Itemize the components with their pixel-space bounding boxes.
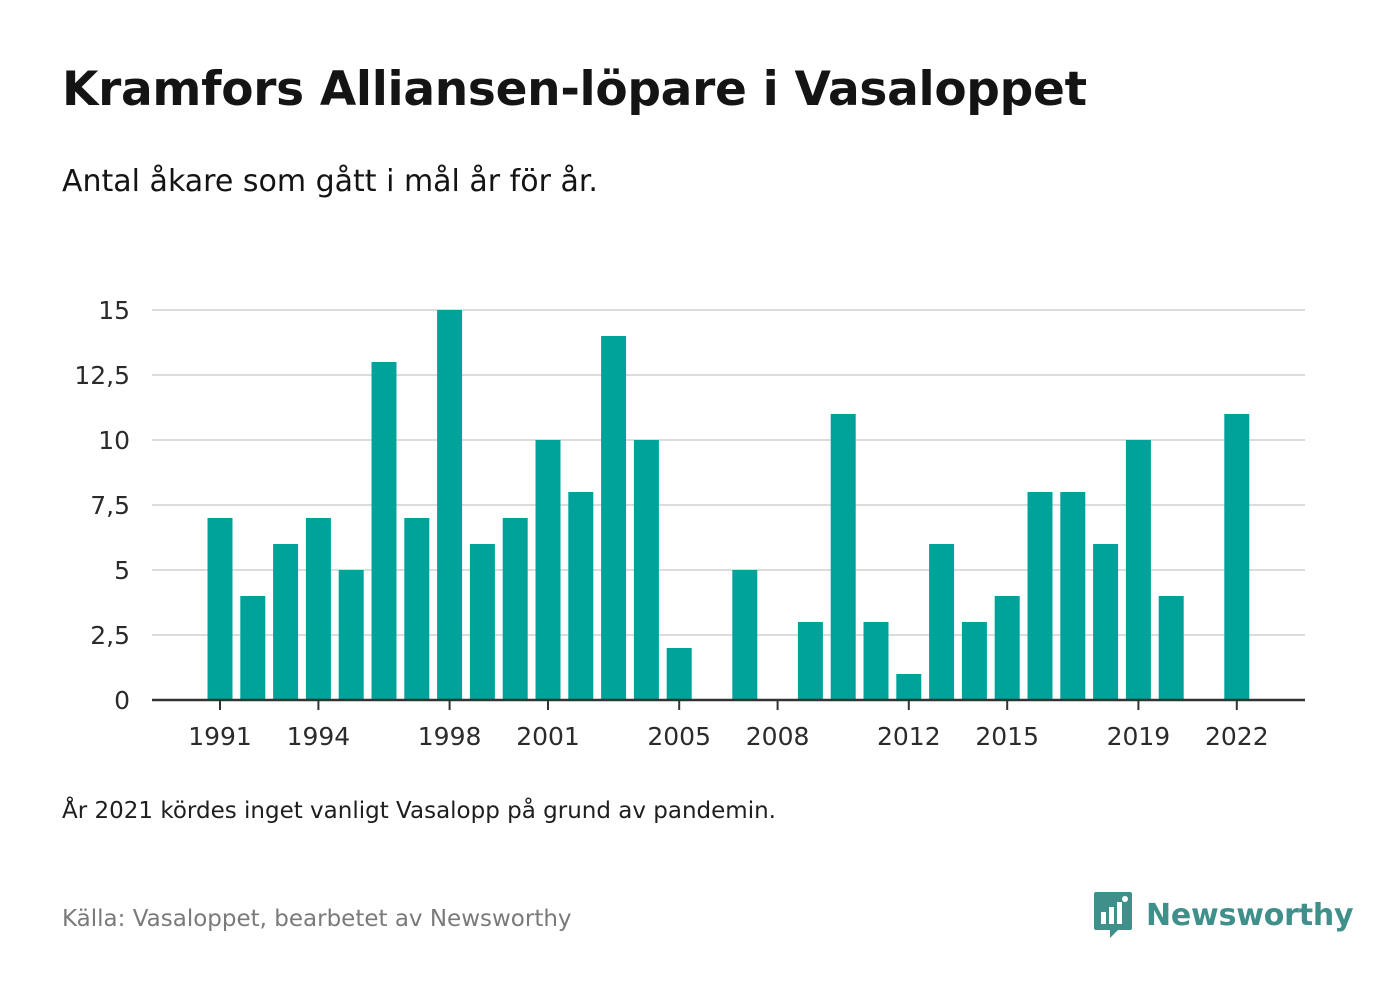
x-tick-label: 2012 <box>877 722 941 751</box>
bar-2003 <box>601 336 627 700</box>
x-tick-label: 2005 <box>647 722 711 751</box>
bar-1996 <box>371 362 397 700</box>
bar-2013 <box>929 544 955 700</box>
bar-2005 <box>666 648 692 700</box>
bar-1997 <box>404 518 430 700</box>
bar-1992 <box>240 596 266 700</box>
x-tick-label: 2019 <box>1107 722 1171 751</box>
chart-title: Kramfors Alliansen-löpare i Vasaloppet <box>62 62 1087 117</box>
bar-2012 <box>896 674 922 700</box>
bar-1999 <box>469 544 495 700</box>
bar-2007 <box>732 570 758 700</box>
brand-name: Newsworthy <box>1146 897 1354 933</box>
bars <box>207 310 1250 700</box>
bar-1994 <box>305 518 331 700</box>
chart-subtitle: Antal åkare som gått i mål år för år. <box>62 164 598 199</box>
x-tick-label: 2015 <box>975 722 1039 751</box>
bar-2018 <box>1093 544 1119 700</box>
x-tick-label: 1998 <box>418 722 482 751</box>
y-tick-label: 15 <box>98 296 130 325</box>
bar-2019 <box>1125 440 1151 700</box>
bar-2016 <box>1027 492 1053 700</box>
y-tick-label: 0 <box>114 686 130 715</box>
x-tick-label: 2001 <box>516 722 580 751</box>
footnote: År 2021 kördes inget vanligt Vasalopp på… <box>62 798 776 824</box>
bar-2020 <box>1158 596 1184 700</box>
bar-2010 <box>830 414 856 700</box>
y-tick-label: 5 <box>114 556 130 585</box>
bar-2022 <box>1224 414 1250 700</box>
y-axis-ticks: 0 2,5 5 7,5 10 12,5 15 <box>74 296 130 715</box>
x-axis-ticks: 1991 1994 1998 2001 2005 2008 2012 2015 2019 2022 <box>188 700 1269 751</box>
bar-2002 <box>568 492 594 700</box>
x-tick-label: 1991 <box>188 722 252 751</box>
bar-2001 <box>535 440 561 700</box>
y-tick-label: 12,5 <box>74 361 130 390</box>
bar-chart: 0 2,5 5 7,5 10 12,5 15 1991 1994 1998 2001 2005 200… <box>74 296 1305 751</box>
bar-1993 <box>273 544 299 700</box>
y-tick-label: 2,5 <box>90 621 130 650</box>
x-tick-label: 2022 <box>1205 722 1269 751</box>
newsworthy-logo: Newsworthy <box>1092 890 1354 940</box>
bar-2004 <box>633 440 659 700</box>
bar-1995 <box>338 570 364 700</box>
bar-2011 <box>863 622 889 700</box>
bar-1991 <box>207 518 233 700</box>
x-tick-label: 2008 <box>746 722 810 751</box>
y-tick-label: 7,5 <box>90 491 130 520</box>
bar-2000 <box>502 518 528 700</box>
bar-2017 <box>1060 492 1086 700</box>
bar-2014 <box>961 622 987 700</box>
bar-1998 <box>437 310 463 700</box>
bar-2015 <box>994 596 1020 700</box>
newsworthy-logo-icon <box>1094 892 1132 938</box>
x-tick-label: 1994 <box>287 722 351 751</box>
y-tick-label: 10 <box>98 426 130 455</box>
source-text: Källa: Vasaloppet, bearbetet av Newswort… <box>62 906 572 932</box>
bar-2009 <box>797 622 823 700</box>
